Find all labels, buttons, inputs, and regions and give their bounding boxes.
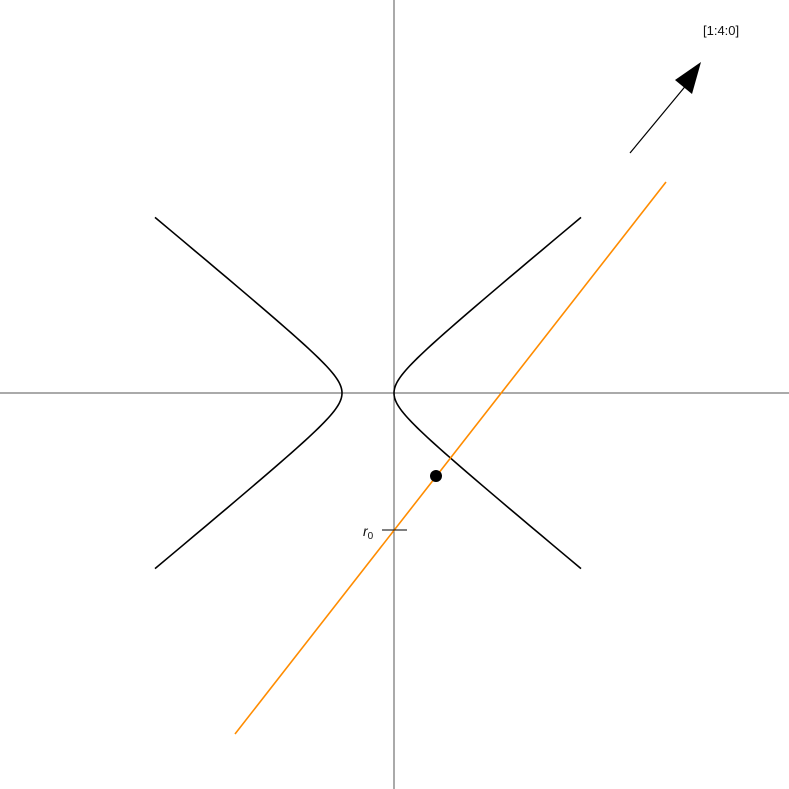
direction-arrow-shaft [629, 82, 689, 154]
r0-symbol: r [363, 523, 368, 539]
r0-label: r0 [363, 523, 373, 542]
r0-subscript: 0 [367, 531, 374, 542]
hyperbola-left-branch [154, 216, 343, 570]
orange-line [234, 181, 667, 735]
direction-arrow-head [675, 62, 701, 94]
intersection-point [430, 470, 442, 482]
direction-label: [1:4:0] [703, 23, 740, 38]
hyperbola-right-branch [393, 216, 582, 570]
